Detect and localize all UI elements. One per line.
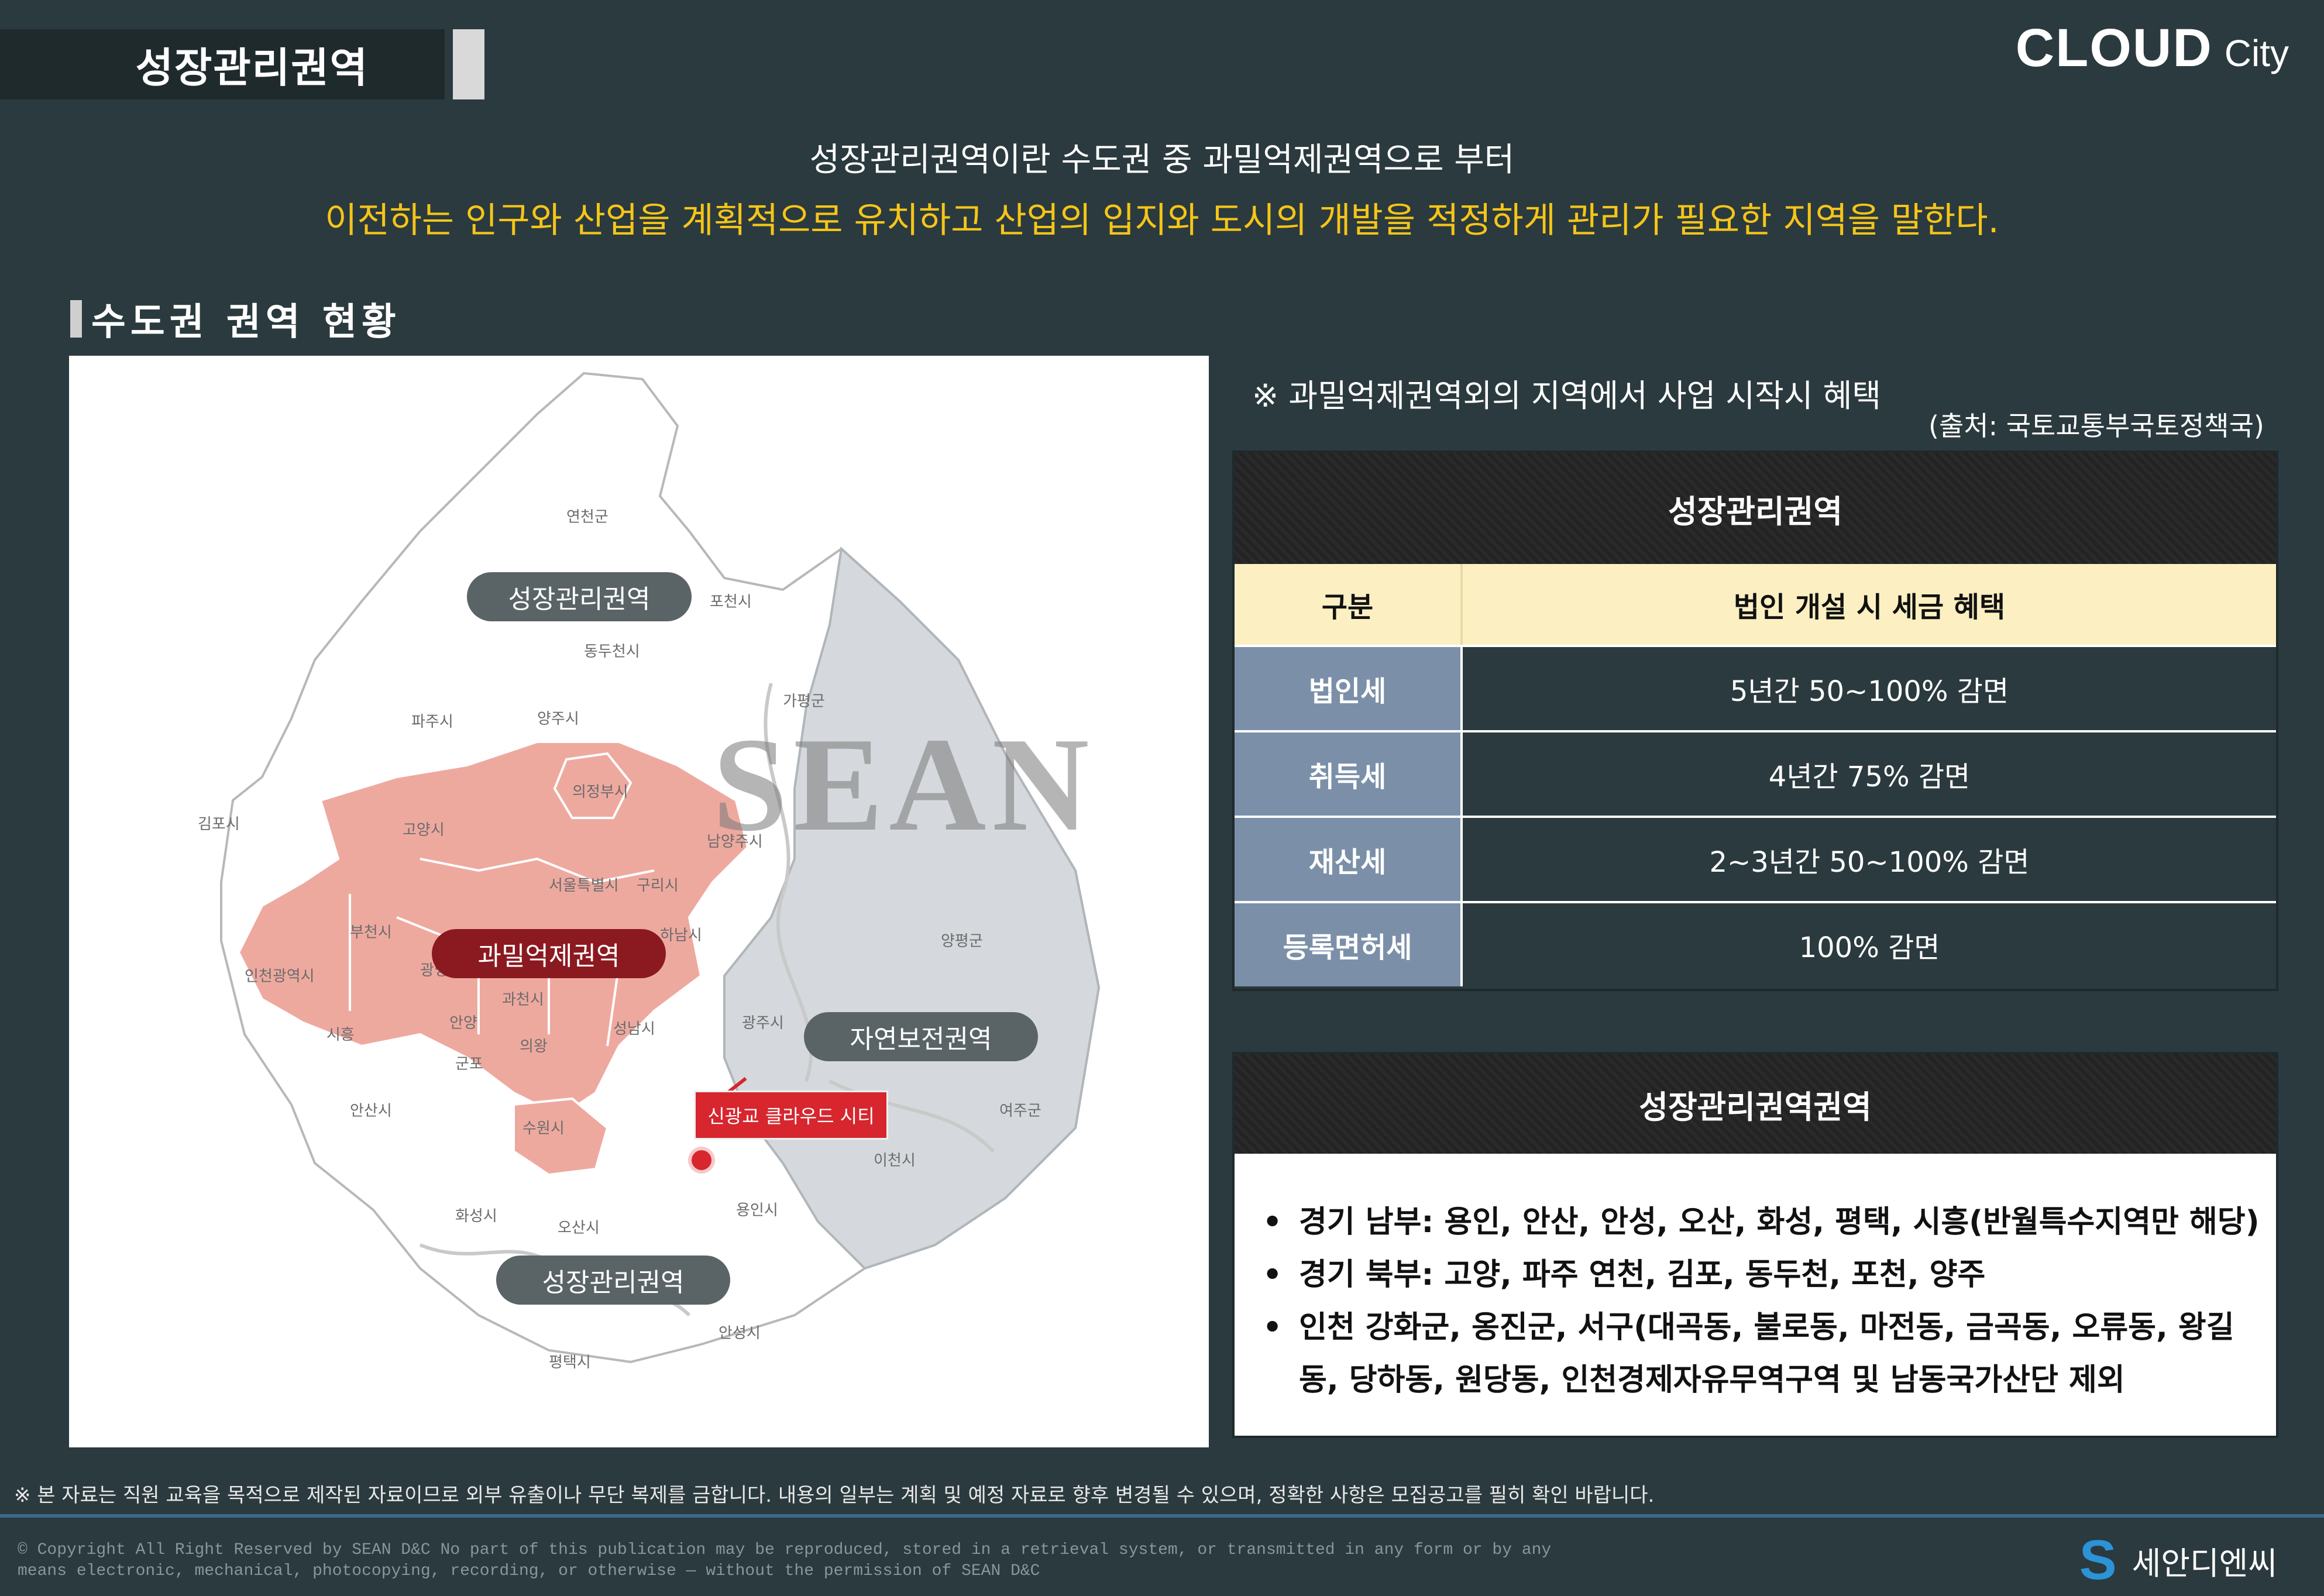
footer-divider [0,1514,2324,1518]
table-row: 취득세 4년간 75% 감면 [1235,730,2276,816]
region-pill-nature: 자연보전권역 [804,1012,1038,1061]
table-row: 재산세 2~3년간 50~100% 감면 [1235,816,2276,901]
region-pill-overcrowded: 과밀억제권역 [432,929,666,978]
tax-benefit-value: 5년간 50~100% 감면 [1460,647,2276,730]
intro-line-1: 성장관리권역이란 수도권 중 과밀억제권역으로 부터 [809,141,1515,179]
city-label: 군포 [455,1055,483,1073]
city-label: 안산시 [350,1102,392,1120]
copyright-line-2: means electronic, mechanical, photocopyi… [18,1562,1040,1580]
region-pill-growth-bottom: 성장관리권역 [496,1256,730,1305]
footer-disclaimer: ※ 본 자료는 직원 교육을 목적으로 제작된 자료이므로 외부 유출이나 무단… [14,1484,1655,1507]
uijeongbu-area [553,752,632,819]
city-label: 평택시 [549,1354,591,1371]
section-heading-text: 수도권 권역 현황 [91,301,401,344]
city-label: 여주군 [999,1102,1041,1120]
title-accent-bar [453,29,484,99]
city-label: 용인시 [736,1202,778,1219]
city-label: 가평군 [783,693,825,710]
watermark: SEAN [713,710,1095,859]
nature-preservation-area [723,546,1101,1270]
benefit-note: ※ 과밀억제권역외의 지역에서 사업 시작시 혜택 [1252,377,1881,414]
city-label: 파주시 [411,713,453,731]
location-marker-label: 신광교 클라우드 시티 [694,1091,888,1140]
city-label: 수원시 [522,1120,565,1137]
tax-type-label: 재산세 [1235,818,1460,901]
section-heading-bar [70,300,82,338]
tax-table-col-benefit: 법인 개설 시 세금 혜택 [1460,564,2276,645]
region-pill-growth-top: 성장관리권역 [467,572,692,621]
copyright-notice: © Copyright All Right Reserved by SEAN D… [18,1540,1551,1582]
tax-type-label: 법인세 [1235,647,1460,730]
city-label: 양평군 [941,933,983,950]
city-label: 안양 [449,1014,477,1032]
tax-table-col-category: 구분 [1321,591,1374,624]
table-row: 법인세 5년간 50~100% 감면 [1235,645,2276,730]
list-item: 경기 북부: 고양, 파주 연천, 김포, 동두천, 포천, 양주 [1252,1248,2264,1301]
tax-benefit-value: 100% 감면 [1460,903,2276,986]
city-label: 시흥 [326,1026,355,1044]
location-marker-dot [692,1150,711,1170]
city-label: 양주시 [537,710,579,728]
city-label: 부천시 [350,924,392,941]
tax-benefit-value: 4년간 75% 감면 [1460,732,2276,816]
city-label: 남양주시 [707,833,763,851]
tax-type-label: 취득세 [1235,732,1460,816]
city-label: 광주시 [742,1014,784,1032]
city-label: 성남시 [613,1020,655,1038]
page-title-tab: 성장관리권역 [0,29,445,99]
city-label: 오산시 [558,1219,600,1237]
page-title: 성장관리권역 [135,43,369,92]
city-label: 연천군 [566,508,608,526]
company-logo-mark: S [2079,1529,2117,1591]
city-label: 인천광역시 [245,968,315,985]
brand-logo: CLOUD City [2016,18,2289,79]
tax-type-label: 등록면허세 [1235,903,1460,986]
tax-benefit-value: 2~3년간 50~100% 감면 [1460,818,2276,901]
tax-table-title: 성장관리권역 [1235,453,2276,564]
copyright-line-1: © Copyright All Right Reserved by SEAN D… [18,1541,1552,1559]
intro-line-2: 이전하는 인구와 산업을 계획적으로 유치하고 산업의 입지와 도시의 개발을 … [325,200,1999,241]
company-logo: S 세안디엔씨 [2079,1528,2277,1592]
city-label: 서울특별시 [549,877,619,895]
city-label: 포천시 [710,593,752,611]
growth-regions-list: 경기 남부: 용인, 안산, 안성, 오산, 화성, 평택, 시흥(반월특수지역… [1235,1154,2276,1406]
city-label: 김포시 [198,816,240,833]
city-label: 안성시 [718,1325,761,1342]
list-item: 경기 남부: 용인, 안산, 안성, 오산, 화성, 평택, 시흥(반월특수지역… [1252,1196,2264,1248]
tax-table-header-row: 구분 법인 개설 시 세금 혜택 [1235,564,2276,645]
tax-benefit-table: 성장관리권역 구분 법인 개설 시 세금 혜택 법인세 5년간 50~100% … [1232,450,2278,991]
city-label: 동두천시 [584,643,640,661]
growth-regions-box: 성장관리권역권역 경기 남부: 용인, 안산, 안성, 오산, 화성, 평택, … [1232,1052,2278,1438]
city-label: 하남시 [660,927,702,944]
list-item: 인천 강화군, 옹진군, 서구(대곡동, 불로동, 마전동, 금곡동, 오류동,… [1252,1301,2264,1406]
city-label: 이천시 [874,1152,916,1170]
city-label: 의정부시 [572,783,628,801]
city-label: 의왕 [520,1038,548,1055]
city-label: 과천시 [502,991,544,1009]
city-label: 구리시 [637,877,679,895]
city-label: 화성시 [455,1208,497,1225]
growth-regions-title: 성장관리권역권역 [1235,1054,2276,1154]
source-note: (출처: 국토교통부국토정책국) [1928,410,2264,442]
table-row: 등록면허세 100% 감면 [1235,901,2276,986]
brand-sub: City [2224,32,2289,74]
company-logo-text: 세안디엔씨 [2132,1545,2277,1582]
brand-main: CLOUD [2015,18,2213,78]
city-label: 고양시 [403,821,445,839]
suwon-area [513,1097,609,1177]
section-heading: 수도권 권역 현황 [70,297,401,344]
